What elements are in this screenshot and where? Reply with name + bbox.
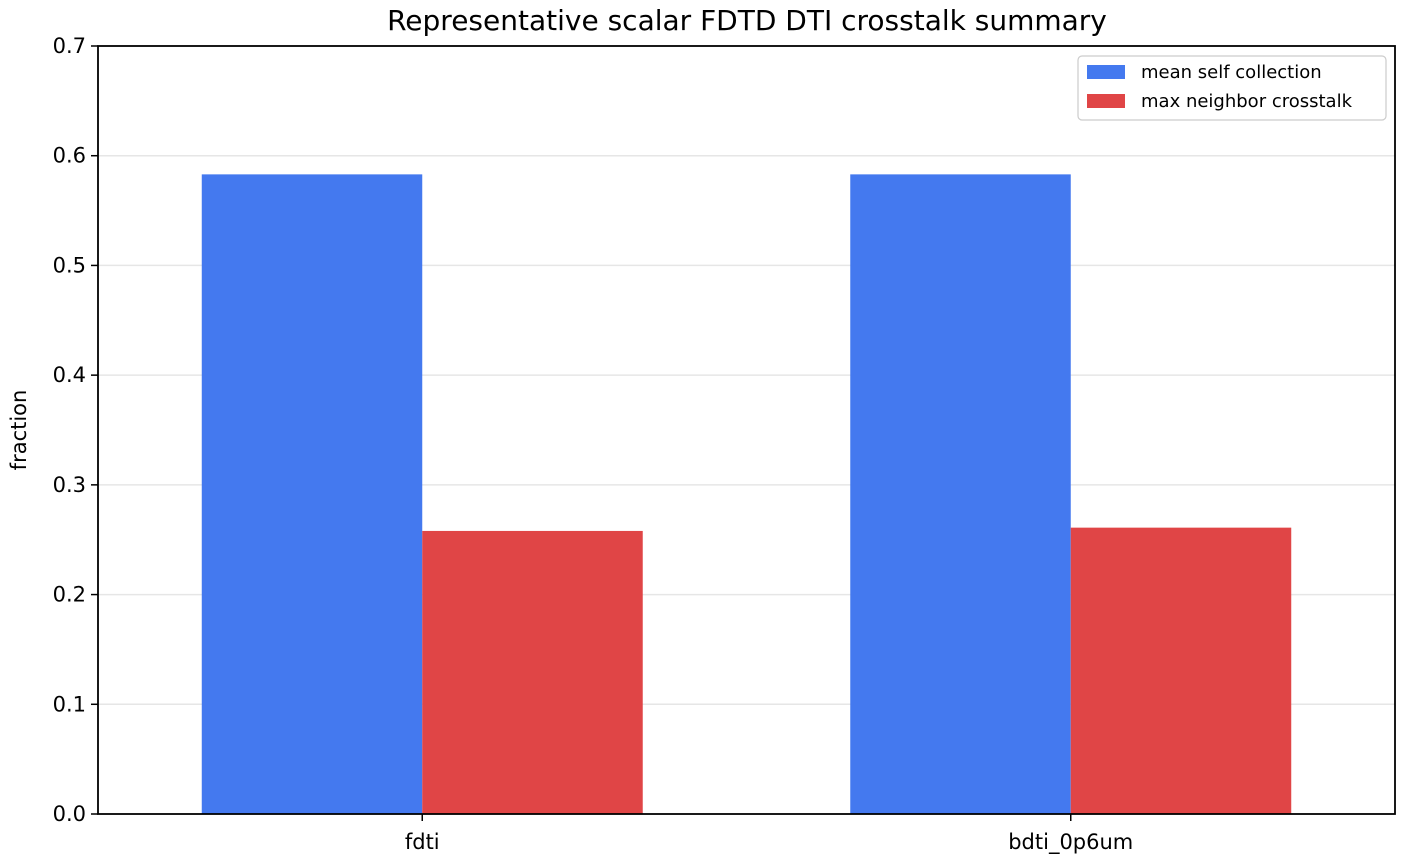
y-tick-label: 0.1 — [53, 692, 86, 716]
plot-frame — [97, 45, 1396, 815]
legend-label: max neighbor crosstalk — [1141, 91, 1353, 112]
x-tick-label: fdti — [405, 830, 440, 854]
bar-max-neighbor-crosstalk-bdti_0p6um — [1070, 527, 1292, 814]
legend-box — [1077, 55, 1387, 121]
y-tick-label: 0.7 — [53, 34, 86, 58]
bar-mean-self-collection-fdti — [201, 174, 423, 814]
chart-title: Representative scalar FDTD DTI crosstalk… — [387, 4, 1107, 37]
axes: 0.0 0.1 0.2 0.3 0.4 0.5 0.6 0.7 fdti bdti_0p6um — [53, 34, 1396, 855]
y-tick-label: 0.0 — [53, 802, 86, 826]
x-tick-label: bdti_0p6um — [1008, 830, 1133, 855]
bars — [201, 174, 1292, 814]
y-tick-label: 0.5 — [53, 253, 86, 277]
y-tick-label: 0.3 — [53, 473, 86, 497]
bar-max-neighbor-crosstalk-fdti — [422, 530, 643, 814]
y-tick-label: 0.4 — [53, 363, 86, 387]
bar-mean-self-collection-bdti_0p6um — [850, 174, 1071, 814]
legend-swatch — [1087, 94, 1125, 108]
y-axis-label: fraction — [7, 390, 31, 471]
legend-label: mean self collection — [1141, 62, 1322, 83]
y-tick-label: 0.6 — [53, 144, 86, 168]
legend: mean self collection max neighbor crossta… — [1077, 55, 1387, 121]
legend-swatch — [1087, 65, 1125, 79]
y-tick-label: 0.2 — [53, 583, 86, 607]
